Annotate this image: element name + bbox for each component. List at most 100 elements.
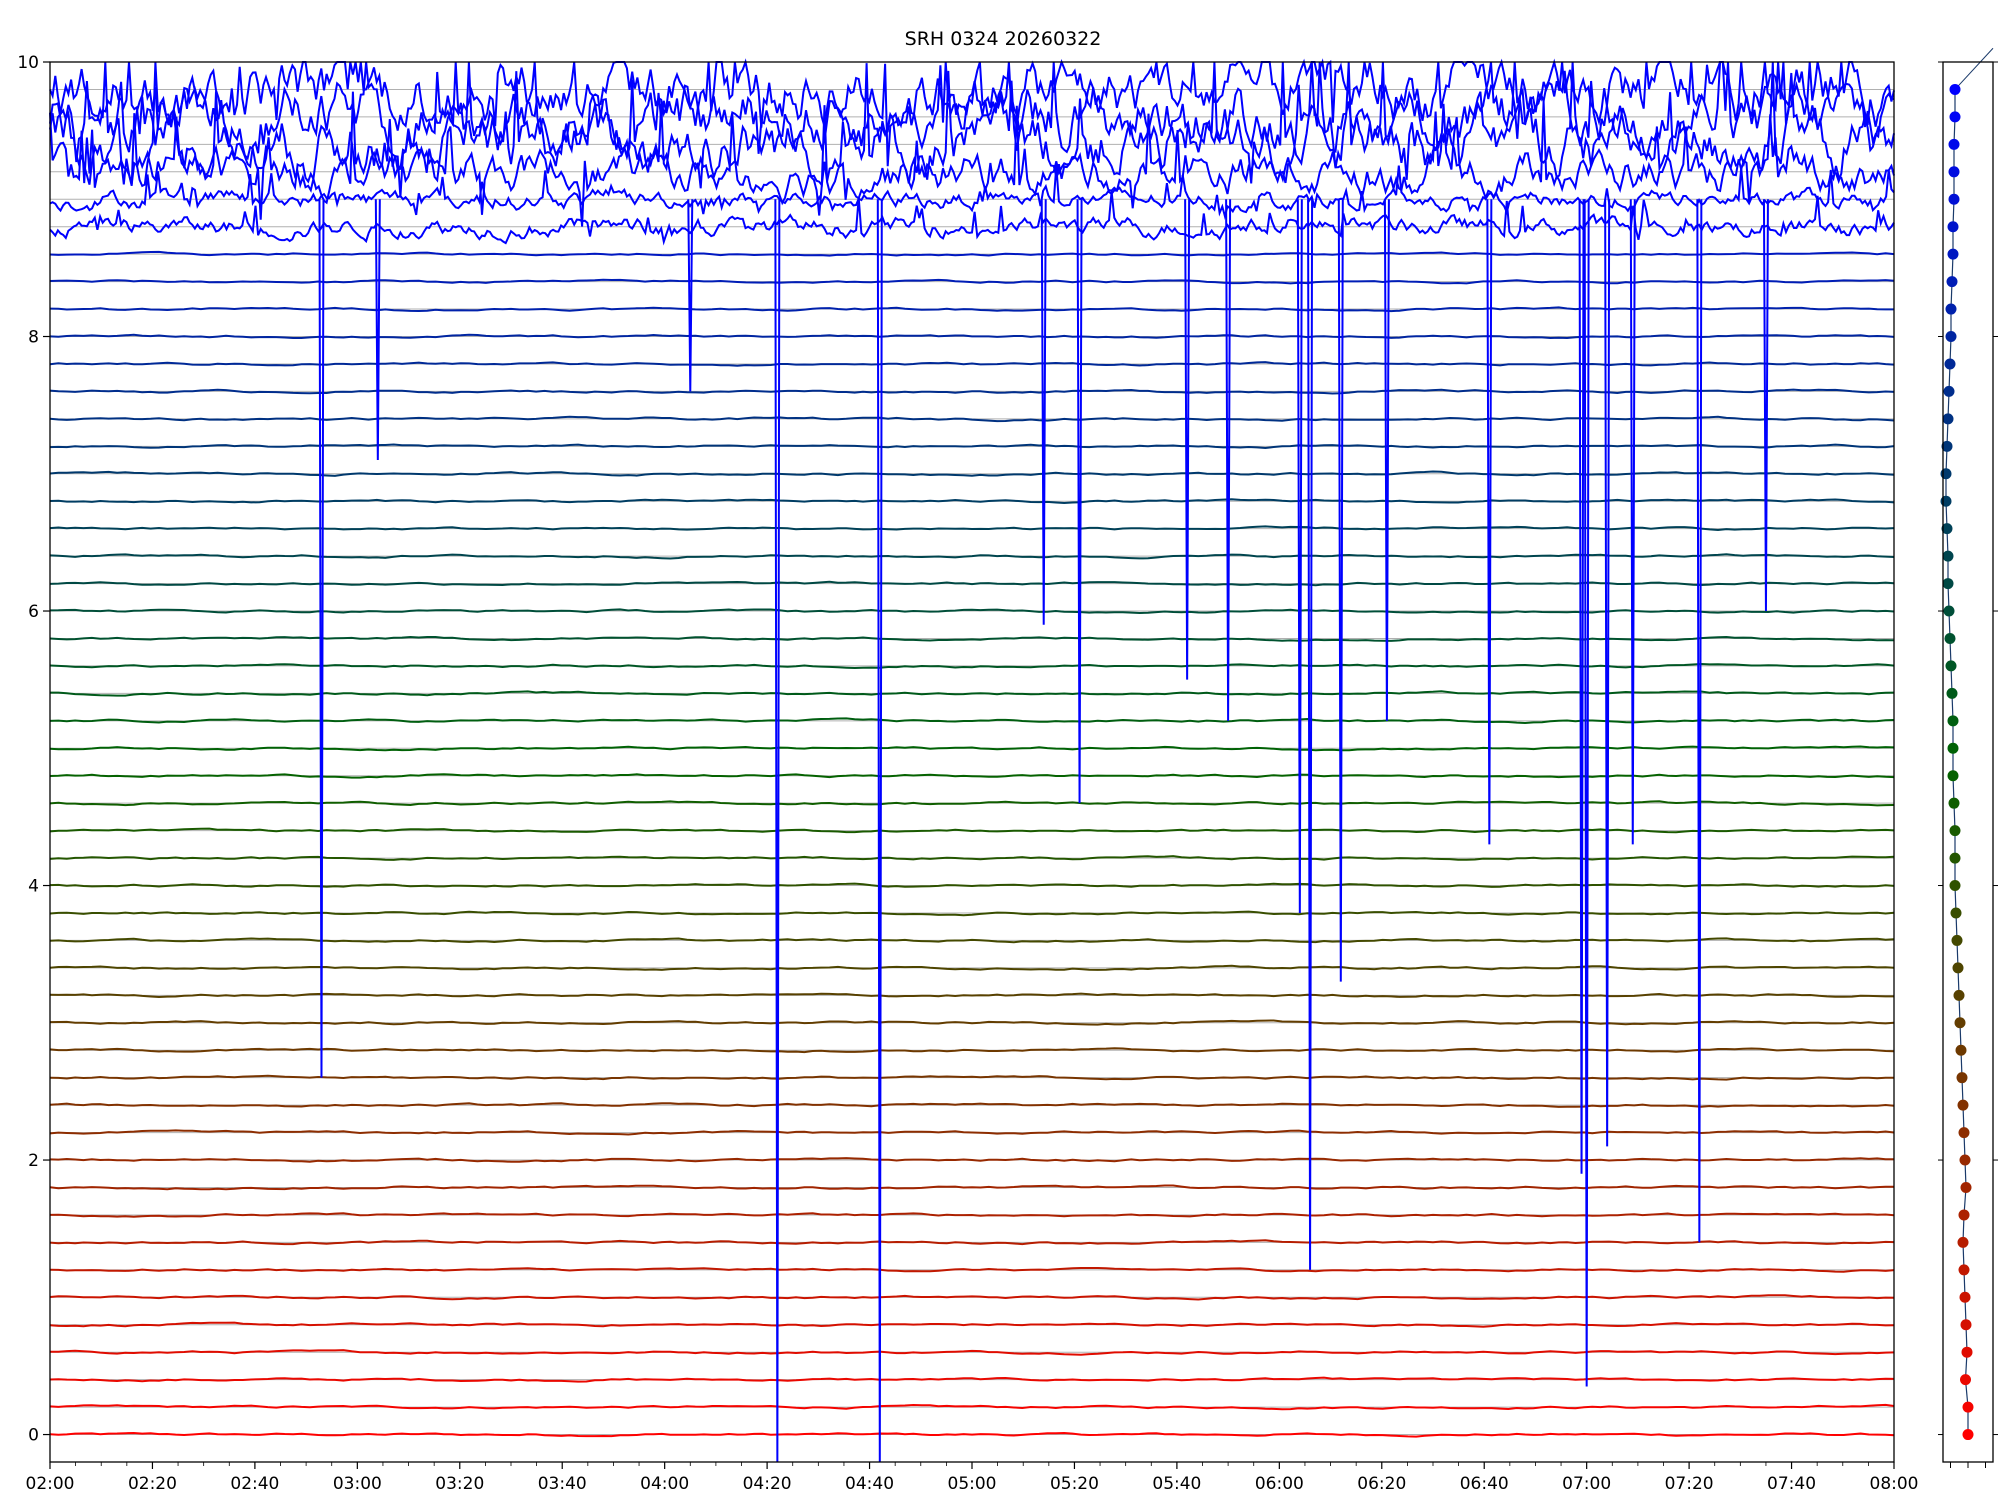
channel-trace: [49, 278, 1895, 285]
offset-point: [1958, 1209, 1970, 1221]
offset-point: [1950, 907, 1962, 919]
side-y-ticks: [1938, 61, 1998, 1468]
offset-point: [1948, 138, 1960, 150]
offset-point: [1947, 248, 1959, 260]
channel-trace: [49, 306, 1894, 313]
spike: [1696, 199, 1703, 1243]
spike: [1184, 199, 1191, 680]
channel-trace: [49, 470, 1895, 477]
offset-point: [1941, 440, 1953, 452]
x-tick-label: 07:20: [1665, 1474, 1714, 1494]
offset-point: [1959, 1154, 1971, 1166]
offset-point: [1954, 1017, 1966, 1029]
offset-point: [1942, 578, 1954, 590]
x-tick-label: 07:00: [1562, 1474, 1611, 1494]
offset-point: [1962, 1429, 1974, 1441]
offset-point: [1957, 1099, 1969, 1111]
x-tick-label: 04:20: [743, 1474, 792, 1494]
offset-point: [1943, 385, 1955, 397]
offset-point: [1957, 1236, 1969, 1248]
chart-title: SRH 0324 20260322: [905, 28, 1102, 50]
x-tick-label: 02:40: [230, 1474, 279, 1494]
spike: [1307, 199, 1314, 1270]
offset-point: [1945, 303, 1957, 315]
y-tick-label: 0: [28, 1426, 39, 1446]
offset-point: [1946, 687, 1958, 699]
x-tick-label: 05:00: [948, 1474, 997, 1494]
spike: [1296, 199, 1303, 913]
offset-point: [1949, 825, 1961, 837]
channel-trace: [49, 58, 1895, 167]
offset-point: [1959, 1291, 1971, 1303]
x-tick-label: 02:20: [128, 1474, 177, 1494]
offset-point: [1960, 1181, 1972, 1193]
channel-trace: [49, 580, 1895, 587]
offset-point: [1948, 797, 1960, 809]
channel-trace: [49, 333, 1895, 340]
offset-point: [1945, 331, 1957, 343]
channel-trace: [49, 662, 1895, 670]
offset-point: [1944, 632, 1956, 644]
spike: [1337, 199, 1344, 982]
x-tick-label: 03:20: [435, 1474, 484, 1494]
x-tick-label: 05:20: [1050, 1474, 1099, 1494]
channel-trace: [49, 250, 1895, 257]
offset-point: [1955, 1044, 1967, 1056]
offset-point: [1951, 934, 1963, 946]
spike: [1383, 199, 1390, 721]
offset-points: [1940, 83, 1974, 1441]
x-tick-label: 06:00: [1255, 1474, 1304, 1494]
channel-trace: [49, 553, 1895, 560]
spike: [374, 199, 381, 461]
x-tick-label: 05:40: [1152, 1474, 1201, 1494]
offset-point: [1940, 495, 1952, 507]
channel-trace: [49, 58, 1895, 198]
channel-trace: [49, 100, 1895, 227]
offset-point: [1944, 358, 1956, 370]
spike: [1486, 199, 1493, 845]
spike: [687, 199, 694, 392]
channel-trace: [49, 717, 1895, 725]
channel-trace: [49, 361, 1895, 367]
offset-point: [1940, 468, 1952, 480]
offset-point: [1961, 1346, 1973, 1358]
offset-point: [1942, 413, 1954, 425]
offset-point: [1947, 742, 1959, 754]
main-plot-area: 02:00 02:20 02:40 03:00 03:20 03:40 04:00 04:20…: [17, 53, 1918, 1494]
y-tick-label: 8: [28, 328, 39, 348]
channel-trace: [49, 498, 1895, 505]
channel-trace: [50, 690, 1895, 697]
offset-point: [1948, 166, 1960, 178]
offset-point: [1953, 989, 1965, 1001]
channel-trace: [49, 443, 1895, 450]
side-axes-frame: [1942, 61, 1994, 1463]
spike: [1583, 199, 1590, 1387]
channel-trace: [49, 388, 1895, 395]
offset-point: [1941, 523, 1953, 535]
channel-trace: [49, 1431, 1895, 1438]
spike: [1629, 199, 1636, 845]
spike: [1040, 199, 1047, 625]
offset-point: [1952, 962, 1964, 974]
channel-trace: [49, 165, 1895, 220]
channel-offset-panel: [1938, 47, 1998, 1468]
offset-point: [1943, 605, 1955, 617]
channel-trace: [49, 415, 1895, 423]
x-tick-label: 02:00: [26, 1474, 75, 1494]
y-tick-label: 6: [28, 602, 39, 622]
x-tick-label: 03:40: [538, 1474, 587, 1494]
offset-point: [1960, 1374, 1971, 1386]
x-tick-label: 06:40: [1460, 1474, 1509, 1494]
x-tick-label: 04:00: [640, 1474, 689, 1494]
offset-point: [1942, 550, 1954, 562]
channel-trace: [49, 525, 1895, 532]
x-tick-label: 07:40: [1767, 1474, 1816, 1494]
spike: [1578, 199, 1585, 1174]
x-axis-ticks: 02:00 02:20 02:40 03:00 03:20 03:40 04:00 04:20…: [26, 1462, 1919, 1494]
offset-point: [1960, 1319, 1972, 1331]
y-tick-label: 2: [28, 1151, 39, 1171]
channel-trace: [49, 191, 1895, 246]
channel-trace: [49, 635, 1895, 642]
offset-point: [1947, 715, 1959, 727]
